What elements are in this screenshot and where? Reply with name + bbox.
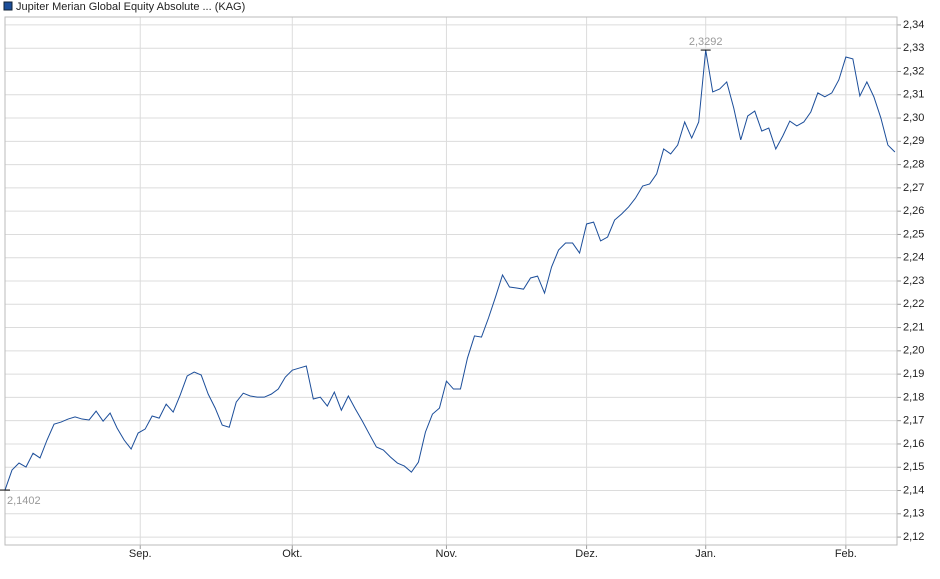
y-tick-label: 2,31 [903,89,924,101]
y-tick-label: 2,24 [903,252,924,264]
x-tick-label: Sep. [129,548,152,560]
plot-frame [4,16,898,546]
series-line [4,49,896,491]
y-tick-label: 2,16 [903,438,924,450]
y-tick-label: 2,29 [903,135,924,147]
legend-swatch [3,1,13,11]
y-tick-label: 2,25 [903,228,924,240]
x-tick-label: Jan. [695,548,716,560]
y-tick-label: 2,28 [903,159,924,171]
y-tick-label: 2,22 [903,298,924,310]
legend-label: Jupiter Merian Global Equity Absolute ..… [16,1,245,13]
annotation-label: 2,3292 [689,36,723,48]
y-tick-label: 2,12 [903,531,924,543]
y-tick-label: 2,15 [903,461,924,473]
y-tick-label: 2,13 [903,508,924,520]
annotation-label: 2,1402 [7,495,41,507]
y-tick-label: 2,23 [903,275,924,287]
y-tick-label: 2,32 [903,65,924,77]
y-tick-label: 2,33 [903,42,924,54]
y-tick-label: 2,21 [903,321,924,333]
x-tick-label: Nov. [436,548,458,560]
y-tick-label: 2,19 [903,368,924,380]
x-tick-label: Okt. [282,548,302,560]
y-tick-label: 2,14 [903,484,924,496]
y-tick-label: 2,30 [903,112,924,124]
y-tick-label: 2,17 [903,415,924,427]
x-tick-label: Dez. [575,548,598,560]
y-tick-label: 2,20 [903,345,924,357]
y-tick-label: 2,18 [903,391,924,403]
y-tick-label: 2,26 [903,205,924,217]
y-tick-label: 2,34 [903,19,924,31]
x-tick-label: Feb. [835,548,857,560]
y-tick-label: 2,27 [903,182,924,194]
